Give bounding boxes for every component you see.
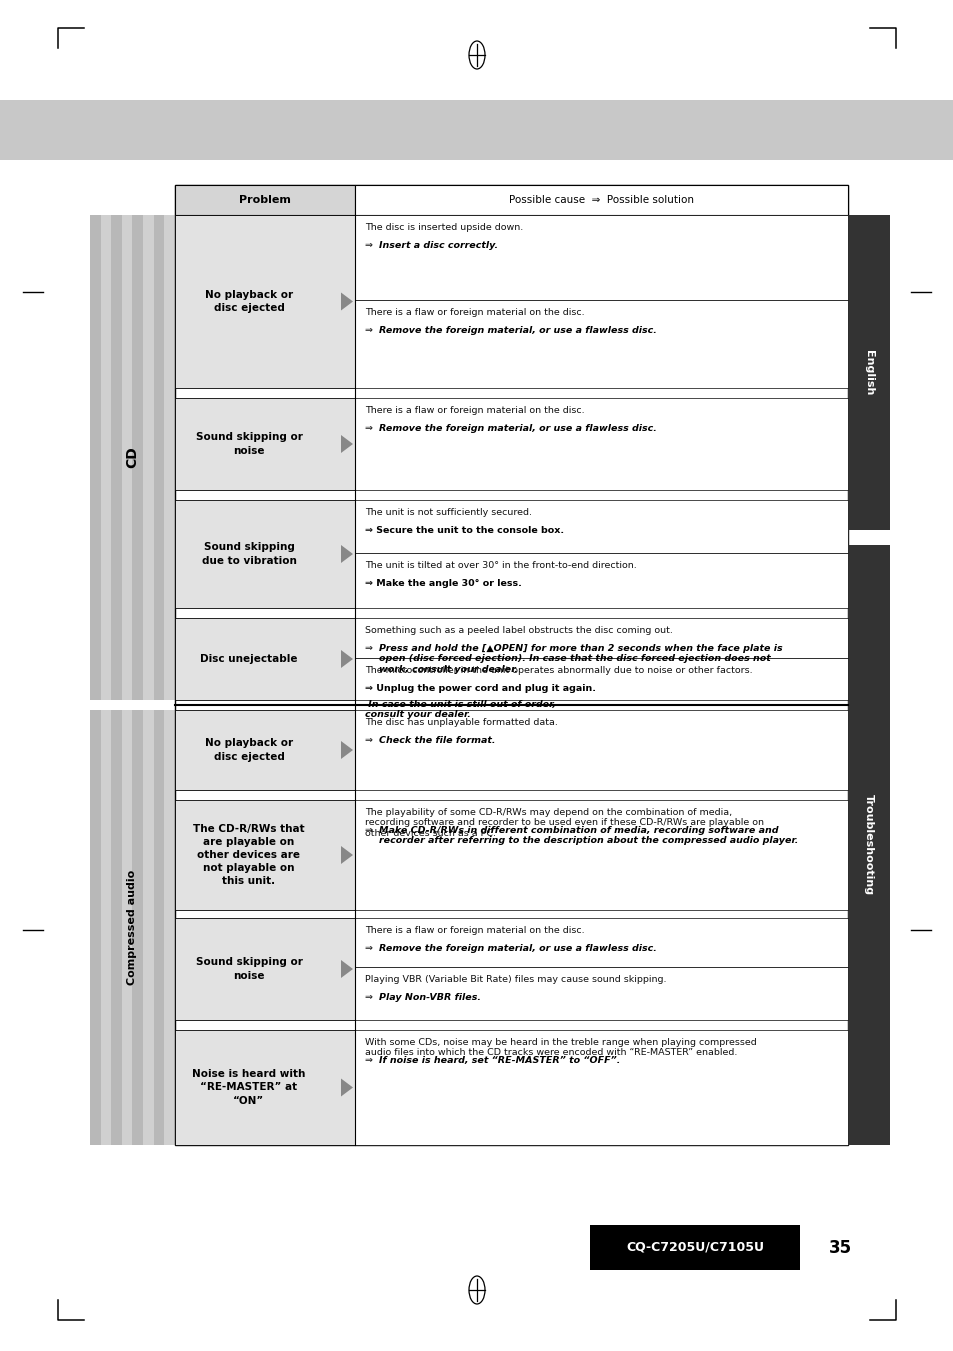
Bar [112,711,122,1146]
Bar [355,800,847,911]
Bar [355,617,847,658]
Text: ⇒: ⇒ [365,644,375,653]
Bar [174,711,355,790]
Bar [174,399,355,490]
Text: No playback or
disc ejected: No playback or disc ejected [205,290,293,313]
Bar [355,185,847,215]
Polygon shape [340,293,353,311]
Text: Something such as a peeled label obstructs the disc coming out.: Something such as a peeled label obstruc… [365,626,672,635]
Text: Troubleshooting: Troubleshooting [863,794,873,896]
Polygon shape [340,1078,353,1097]
Bar [355,553,847,608]
Text: Check the file format.: Check the file format. [378,736,495,744]
Text: Possible cause  ⇒  Possible solution: Possible cause ⇒ Possible solution [509,195,693,205]
Text: ⇒: ⇒ [365,993,375,1002]
Bar [174,617,355,700]
Bar [90,711,100,1146]
Text: The disc is inserted upside down.: The disc is inserted upside down. [365,223,522,232]
Bar [90,215,100,700]
Bar [355,399,847,490]
Text: The playability of some CD-R/RWs may depend on the combination of media,
recordi: The playability of some CD-R/RWs may dep… [365,808,763,838]
Text: No playback or
disc ejected: No playback or disc ejected [205,739,293,762]
Text: The microcontroller in the unit operates abnormally due to noise or other factor: The microcontroller in the unit operates… [365,666,752,676]
Bar [153,215,164,700]
Polygon shape [340,435,353,453]
Text: Problem: Problem [239,195,291,205]
Bar [174,215,355,388]
Text: ⇒: ⇒ [365,326,375,335]
Bar [0,100,953,159]
Text: In case the unit is still out of order,
consult your dealer.: In case the unit is still out of order, … [365,700,556,719]
Polygon shape [340,544,353,563]
Polygon shape [340,846,353,865]
Text: ⇒: ⇒ [365,424,375,434]
Text: ⇒: ⇒ [365,240,375,250]
Polygon shape [340,650,353,667]
Bar [90,711,174,1146]
Bar [132,711,143,1146]
Text: The unit is tilted at over 30° in the front-to-end direction.: The unit is tilted at over 30° in the fr… [365,561,636,570]
Bar [355,300,847,388]
Text: ⇒ Secure the unit to the console box.: ⇒ Secure the unit to the console box. [365,526,563,535]
Bar [355,917,847,967]
Bar [90,215,174,700]
Text: Insert a disc correctly.: Insert a disc correctly. [378,240,497,250]
Text: ⇒ Unplug the power cord and plug it again.: ⇒ Unplug the power cord and plug it agai… [365,684,596,693]
Bar [847,215,889,530]
Bar [355,658,847,700]
Text: With some CDs, noise may be heard in the treble range when playing compressed
au: With some CDs, noise may be heard in the… [365,1038,756,1058]
Text: Disc unejectable: Disc unejectable [200,654,297,663]
Bar [112,215,122,700]
Bar [174,1029,355,1146]
Text: ⇒: ⇒ [365,825,375,835]
Text: Sound skipping
due to vibration: Sound skipping due to vibration [201,542,296,566]
Text: Remove the foreign material, or use a flawless disc.: Remove the foreign material, or use a fl… [378,424,657,434]
Text: ⇒: ⇒ [365,736,375,744]
Text: ⇒: ⇒ [365,1056,375,1065]
Text: If noise is heard, set “RE-MASTER” to “OFF”.: If noise is heard, set “RE-MASTER” to “O… [378,1056,619,1065]
Bar [847,544,889,1146]
Bar [153,711,164,1146]
Polygon shape [340,740,353,759]
Text: Remove the foreign material, or use a flawless disc.: Remove the foreign material, or use a fl… [378,944,657,952]
Text: Make CD-R/RWs in different combination of media, recording software and
recorder: Make CD-R/RWs in different combination o… [378,825,798,846]
Bar [174,185,355,215]
Text: Noise is heard with
“RE-MASTER” at
“ON”: Noise is heard with “RE-MASTER” at “ON” [193,1069,305,1105]
Text: There is a flaw or foreign material on the disc.: There is a flaw or foreign material on t… [365,925,584,935]
Polygon shape [340,961,353,978]
Bar [355,215,847,300]
Text: ⇒ Make the angle 30° or less.: ⇒ Make the angle 30° or less. [365,580,521,588]
Bar [132,215,143,700]
Bar [174,800,355,911]
Text: Playing VBR (Variable Bit Rate) files may cause sound skipping.: Playing VBR (Variable Bit Rate) files ma… [365,975,666,984]
Text: The CD-R/RWs that
are playable on
other devices are
not playable on
this unit.: The CD-R/RWs that are playable on other … [193,824,305,886]
Bar [355,1029,847,1146]
Text: CQ-C7205U/C7105U: CQ-C7205U/C7105U [625,1242,763,1254]
Bar [355,500,847,553]
Bar [589,1225,800,1270]
Bar [174,500,355,608]
Text: 35: 35 [827,1239,851,1256]
Text: The disc has unplayable formatted data.: The disc has unplayable formatted data. [365,717,558,727]
Text: There is a flaw or foreign material on the disc.: There is a flaw or foreign material on t… [365,308,584,317]
Bar [174,185,847,1146]
Text: The unit is not sufficiently secured.: The unit is not sufficiently secured. [365,508,532,517]
Text: There is a flaw or foreign material on the disc.: There is a flaw or foreign material on t… [365,407,584,415]
Text: Remove the foreign material, or use a flawless disc.: Remove the foreign material, or use a fl… [378,326,657,335]
Bar [174,917,355,1020]
Text: Compressed audio: Compressed audio [128,870,137,985]
Bar [355,711,847,790]
Text: Sound skipping or
noise: Sound skipping or noise [195,432,302,455]
Text: Press and hold the [▲OPEN] for more than 2 seconds when the face plate is
open (: Press and hold the [▲OPEN] for more than… [378,644,781,674]
Text: ⇒: ⇒ [365,944,375,952]
Text: English: English [863,350,873,396]
Bar [355,967,847,1020]
Text: Play Non-VBR files.: Play Non-VBR files. [378,993,480,1002]
Text: CD: CD [126,447,139,469]
Text: Sound skipping or
noise: Sound skipping or noise [195,958,302,981]
